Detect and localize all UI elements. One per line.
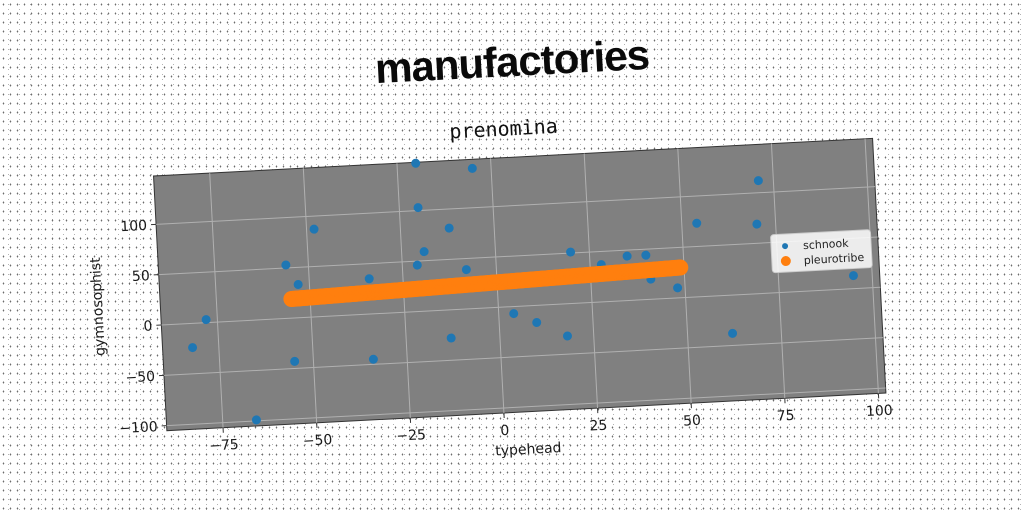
x-tick-label: −75 (209, 437, 239, 455)
y-axis-ticks: −100 −50 0 50 100 (119, 218, 167, 437)
schnook-point (364, 274, 374, 284)
schnook-point (692, 218, 702, 228)
schnook-point (281, 260, 291, 270)
y-tick-label: −50 (125, 369, 155, 387)
schnook-point (290, 356, 300, 366)
schnook-point (444, 223, 454, 233)
schnook-point (532, 317, 542, 327)
x-tick-label: −25 (396, 427, 426, 445)
x-tick-label: 100 (866, 403, 894, 420)
schnook-point (251, 415, 261, 425)
legend-swatch-pleurotribe (780, 256, 791, 267)
schnook-point (309, 224, 319, 234)
legend-swatch-schnook (782, 243, 789, 250)
y-tick-label: 0 (143, 318, 153, 334)
schnook-point (413, 203, 423, 213)
schnook-point (411, 158, 421, 168)
grid-line-y (161, 286, 881, 326)
x-axis-label: typehead (495, 440, 562, 459)
schnook-point (509, 309, 519, 319)
grid-line-y (158, 236, 878, 276)
schnook-point (673, 283, 683, 293)
schnook-point (728, 328, 738, 338)
schnook-point (419, 247, 429, 257)
y-tick-label: 100 (120, 218, 148, 235)
data-marks (188, 158, 858, 425)
x-tick-label: 0 (500, 423, 510, 439)
legend: schnook pleurotribe (770, 229, 873, 274)
schnook-point (752, 219, 762, 229)
schnook-point (622, 251, 632, 261)
legend-box (770, 229, 873, 274)
y-tick-label: 50 (132, 268, 151, 285)
schnook-point (201, 315, 211, 325)
chart-title: prenomina (449, 114, 558, 144)
pleurotribe-point (672, 259, 689, 276)
schnook-point (293, 280, 303, 290)
legend-label-pleurotribe: pleurotribe (804, 251, 865, 267)
grid-line-y (163, 337, 884, 376)
schnook-point (461, 265, 471, 275)
legend-label-schnook: schnook (803, 237, 850, 252)
schnook-point (188, 343, 198, 353)
schnook-point (562, 331, 572, 341)
x-tick-label: 25 (589, 418, 608, 435)
schnook-point (641, 250, 651, 260)
x-tick-label: −50 (302, 432, 332, 450)
schnook-point (753, 176, 763, 186)
schnook-point (412, 260, 422, 270)
grid-lines (156, 138, 886, 428)
grid-line-x (677, 148, 692, 404)
grid-line-y (156, 186, 876, 225)
schnook-point (467, 163, 477, 173)
plot-group: prenomina −75 −50 −25 0 25 50 75 100 −100 −50 0 50… (88, 114, 894, 460)
grid-line-x (209, 173, 224, 428)
schnook-point (566, 247, 576, 257)
schnook-point (368, 354, 378, 364)
schnook-point (446, 333, 456, 343)
x-axis-ticks: −75 −50 −25 0 25 50 75 100 (209, 393, 894, 455)
grid-line-y (166, 387, 886, 427)
y-axis-label: gymnosophist (88, 256, 109, 356)
schnook-point (848, 271, 858, 281)
x-tick-label: 75 (776, 408, 795, 425)
y-tick-label: −100 (119, 419, 158, 437)
x-tick-label: 50 (683, 413, 702, 430)
